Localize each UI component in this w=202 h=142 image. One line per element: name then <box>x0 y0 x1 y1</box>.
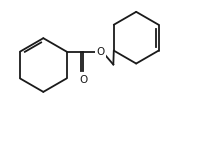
Text: O: O <box>79 76 88 85</box>
Text: O: O <box>96 47 104 57</box>
